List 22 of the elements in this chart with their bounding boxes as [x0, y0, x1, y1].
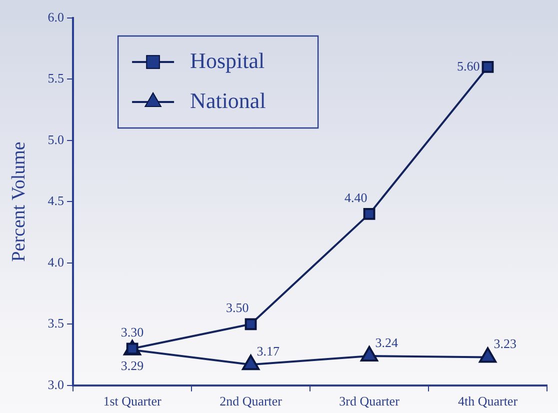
y-tick-label: 4.5 [48, 193, 64, 208]
y-tick-label: 5.0 [48, 132, 64, 147]
x-tick-label: 2nd Quarter [220, 394, 283, 409]
x-tick-label: 3rd Quarter [339, 394, 400, 409]
data-label: 3.29 [120, 358, 144, 373]
data-label: 3.50 [226, 300, 249, 316]
legend-label: National [190, 88, 266, 113]
x-tick-label: 4th Quarter [458, 394, 518, 409]
x-tick-label: 1st Quarter [103, 394, 162, 409]
y-axis-title: Percent Volume [8, 142, 30, 262]
y-tick-label: 4.0 [48, 254, 64, 270]
data-label: 3.17 [256, 344, 280, 359]
y-tick-label: 3.5 [48, 316, 64, 331]
data-label: 4.40 [344, 190, 368, 205]
y-tick-label: 5.5 [48, 70, 64, 86]
data-label: 3.24 [375, 334, 399, 350]
y-tick-label: 6.0 [48, 9, 64, 24]
legend-label: Hospital [190, 48, 265, 73]
data-label: 5.60 [457, 58, 480, 74]
data-label: 3.23 [494, 336, 517, 352]
data-label: 3.30 [120, 324, 144, 340]
y-tick-label: 3.0 [48, 376, 64, 392]
